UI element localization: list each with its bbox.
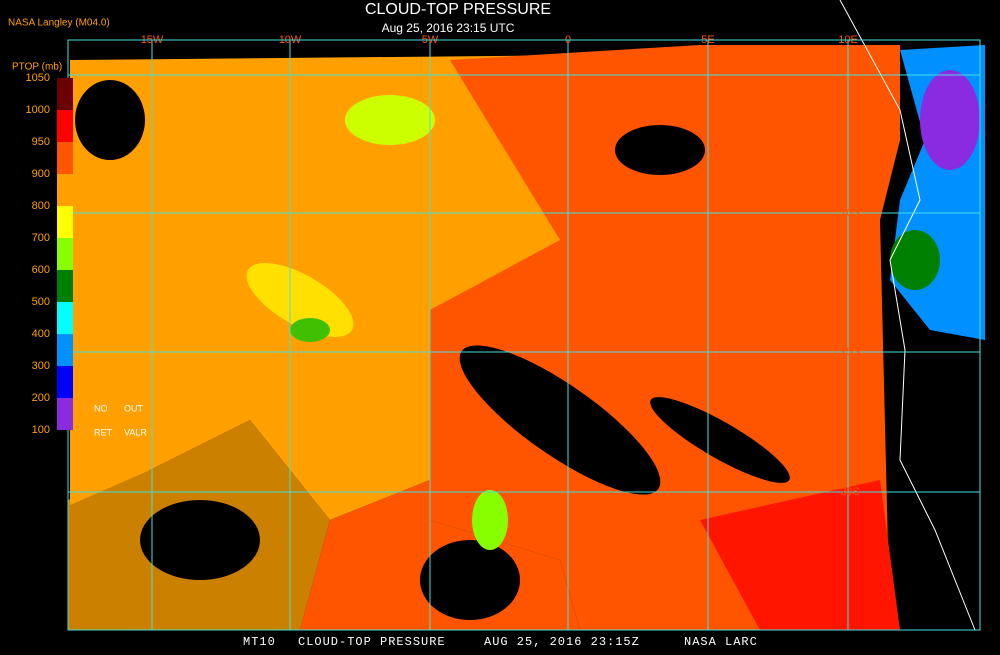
legend-note: VALR xyxy=(124,427,147,437)
footer-text: CLOUD-TOP PRESSURE xyxy=(298,635,446,649)
latitude-label: 10S xyxy=(840,207,860,219)
footer-text: AUG 25, 2016 23:15Z xyxy=(484,635,640,649)
footer: MT10 CLOUD-TOP PRESSURE AUG 25, 2016 23:15… xyxy=(243,635,758,649)
cloud-orange xyxy=(70,55,600,520)
credit: NASA Langley (M04.0) xyxy=(8,18,110,29)
legend-swatch xyxy=(57,174,73,206)
legend-tick: 600 xyxy=(32,264,50,276)
legend-tick: 950 xyxy=(32,136,50,148)
cloud-purple xyxy=(920,70,980,170)
cloud-red xyxy=(700,480,900,630)
legend-swatch xyxy=(57,302,73,334)
latitude-label: 20S xyxy=(840,486,860,498)
legend-tick: 500 xyxy=(32,296,50,308)
clear-sky xyxy=(75,80,145,160)
legend-tick: 1050 xyxy=(26,72,50,84)
legend-tick: 200 xyxy=(32,392,50,404)
clear-sky xyxy=(140,500,260,580)
cloud-orangered xyxy=(430,45,900,630)
latitude-label: 15S xyxy=(840,346,860,358)
cloud-yellow xyxy=(345,95,435,145)
subtitle: Aug 25, 2016 23:15 UTC xyxy=(382,21,515,35)
footer-text: MT10 xyxy=(243,635,276,649)
legend-tick: 100 xyxy=(32,424,50,436)
legend: 1050 1000 950 900 800 700 600 500 400 300 200 100 NO… xyxy=(26,72,148,437)
footer-text: NASA LARC xyxy=(684,635,758,649)
legend-tick: 800 xyxy=(32,200,50,212)
legend-tick: 400 xyxy=(32,328,50,340)
legend-tick: 900 xyxy=(32,168,50,180)
legend-title: PTOP (mb) xyxy=(12,62,62,73)
cloud-green xyxy=(290,318,330,342)
coastline xyxy=(839,0,976,631)
legend-swatch xyxy=(57,78,73,110)
title: CLOUD-TOP PRESSURE xyxy=(365,1,551,18)
legend-swatch xyxy=(57,270,73,302)
legend-tick: 1000 xyxy=(26,104,50,116)
clear-sky xyxy=(459,345,661,495)
legend-swatch xyxy=(57,110,73,142)
legend-tick: 300 xyxy=(32,360,50,372)
legend-note: NO xyxy=(94,403,108,413)
legend-swatch xyxy=(57,142,73,174)
legend-note: RET xyxy=(94,427,113,437)
legend-swatch xyxy=(57,206,73,238)
cloud-yellow xyxy=(246,263,354,337)
legend-swatch xyxy=(57,366,73,398)
cloud-field xyxy=(68,0,985,631)
legend-swatch xyxy=(57,238,73,270)
cloud-green xyxy=(472,490,508,550)
legend-swatch xyxy=(57,334,73,366)
clear-sky xyxy=(420,540,520,620)
legend-swatch xyxy=(57,398,73,430)
clear-sky xyxy=(615,125,705,175)
clear-sky xyxy=(650,397,790,483)
legend-tick: 700 xyxy=(32,232,50,244)
legend-note: OUT xyxy=(124,403,144,413)
cloud-green xyxy=(890,230,940,290)
